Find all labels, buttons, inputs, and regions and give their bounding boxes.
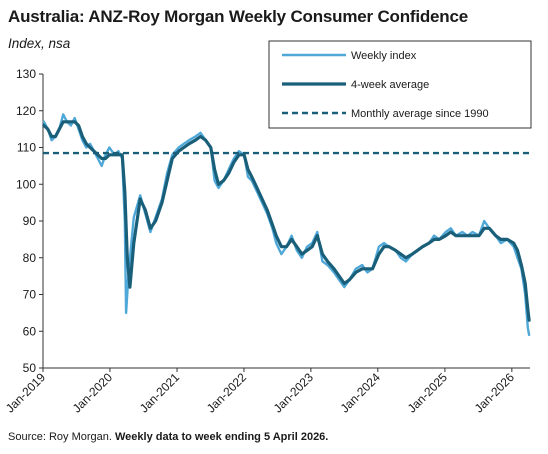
y-tick-label: 50 (23, 361, 37, 375)
legend-label-weekly: Weekly index (351, 50, 417, 62)
x-tick-label: Jan-2022 (204, 370, 250, 416)
chart-subtitle: Index, nsa (8, 36, 71, 51)
series-layer (42, 113, 531, 337)
series-line-4week (42, 120, 531, 322)
series-line-weekly (42, 113, 531, 337)
x-tick-label: Jan-2024 (338, 370, 384, 416)
x-tick-label: Jan-2020 (70, 370, 116, 416)
y-tick-label: 70 (23, 288, 37, 302)
legend-label-monthly: Monthly average since 1990 (351, 108, 489, 120)
source-prefix: Source: Roy Morgan. (8, 431, 115, 443)
x-tick-label: Jan-2026 (472, 370, 518, 416)
x-axis: Jan-2019 Jan-2020 Jan-2021 Jan-2022 Jan-2023… (3, 367, 530, 416)
x-tick-label: Jan-2025 (405, 370, 451, 416)
legend-label-4week: 4-week average (351, 79, 429, 91)
y-tick-label: 100 (16, 177, 36, 191)
x-tick-label: Jan-2023 (271, 370, 317, 416)
y-tick-label: 120 (16, 104, 36, 118)
y-axis: 50 60 70 80 90 100 110 120 130 (16, 67, 44, 375)
chart-title: Australia: ANZ-Roy Morgan Weekly Consume… (8, 7, 469, 26)
y-tick-label: 90 (23, 214, 37, 228)
x-tick-label: Jan-2021 (137, 370, 183, 416)
source-bold: Weekly data to week ending 5 April 2026. (115, 431, 329, 443)
legend: Weekly index 4-week average Monthly aver… (268, 40, 532, 129)
x-tick-label: Jan-2019 (3, 370, 49, 416)
y-tick-label: 110 (17, 141, 36, 155)
y-tick-label: 80 (23, 251, 37, 265)
source-note: Source: Roy Morgan. Weekly data to week … (8, 431, 328, 443)
y-tick-label: 130 (16, 67, 36, 81)
y-tick-label: 60 (23, 324, 37, 338)
